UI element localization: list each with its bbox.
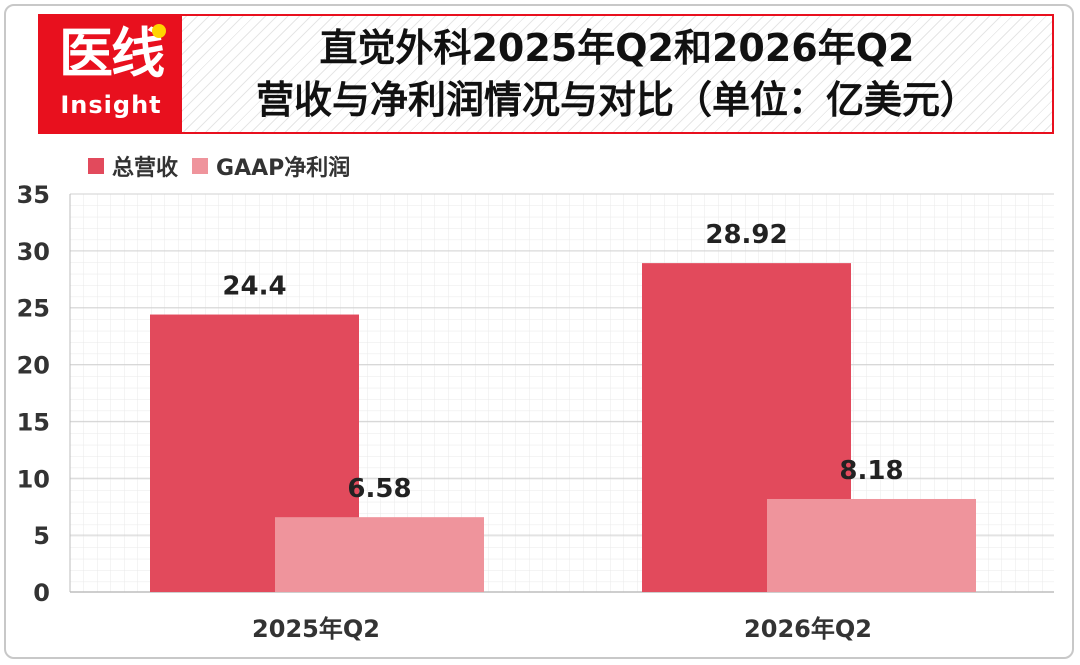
brand-logo: 医线 Insight: [40, 16, 182, 132]
header-banner: 医线 Insight 直觉外科2025年Q2和2026年Q2 营收与净利润情况与…: [38, 14, 1054, 134]
data-label: 24.4: [222, 272, 286, 302]
legend-item-profit: GAAP净利润: [192, 150, 350, 182]
y-tick-label: 20: [17, 352, 50, 380]
chart-legend: 总营收 GAAP净利润: [88, 150, 350, 182]
y-axis: 35 30 25 20 15 10 5 0: [17, 181, 50, 607]
legend-swatch-profit: [192, 158, 209, 174]
y-tick-label: 35: [17, 181, 50, 209]
y-tick-label: 25: [17, 295, 50, 323]
title-line-2: 营收与净利润情况与对比（单位：亿美元）: [255, 78, 978, 122]
bar-profit: [767, 498, 976, 592]
bar-profit: [275, 517, 484, 592]
data-label: 28.92: [705, 220, 787, 250]
chart-frame: [4, 4, 1074, 659]
data-label: 8.18: [839, 456, 903, 486]
logo-text: 医线: [59, 22, 165, 85]
y-tick-label: 10: [17, 465, 50, 493]
legend-label-profit: GAAP净利润: [216, 156, 351, 181]
y-tick-label: 0: [33, 579, 50, 607]
y-tick-label: 30: [17, 238, 50, 266]
x-category-label: 2025年Q2: [252, 615, 380, 643]
x-axis: 2025年Q2 2026年Q2: [252, 615, 872, 643]
logo-dot-icon: [152, 24, 166, 38]
logo-subtext: Insight: [60, 91, 162, 119]
title-line-1: 直觉外科2025年Q2和2026年Q2: [319, 26, 915, 70]
legend-swatch-revenue: [88, 158, 104, 174]
y-tick-label: 5: [33, 522, 50, 550]
y-tick-label: 15: [17, 408, 50, 436]
data-label: 6.58: [347, 474, 411, 504]
x-category-label: 2026年Q2: [744, 615, 872, 643]
bars: 24.4 6.58 28.92 8.18: [150, 220, 976, 592]
legend-label-revenue: 总营收: [112, 156, 179, 181]
chart-title: 直觉外科2025年Q2和2026年Q2 营收与净利润情况与对比（单位：亿美元）: [182, 22, 1052, 126]
legend-item-revenue: 总营收: [88, 150, 178, 182]
